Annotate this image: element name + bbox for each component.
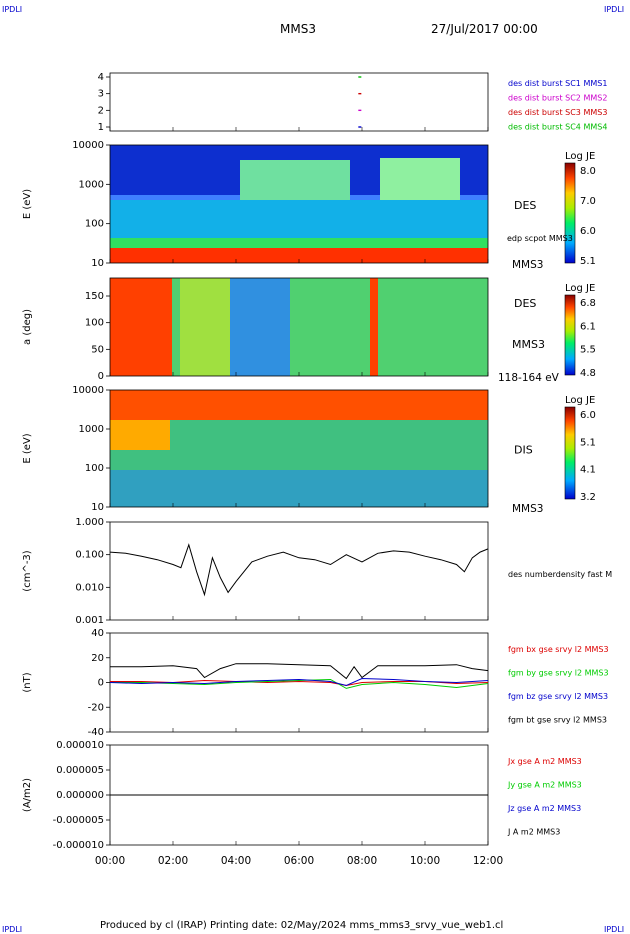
colorbar-tick-des-pitch: 6.8 — [580, 298, 596, 309]
colorbar-tick-des-energy: 5.1 — [580, 256, 596, 267]
y-tick-label-burst: 2 — [98, 105, 104, 116]
y-tick-label-current-density: 0.000000 — [56, 790, 104, 801]
y-axis-label-des-energy: E (eV) — [22, 189, 33, 219]
legend-density-0: des numberdensity fast M — [508, 570, 612, 579]
colorbar-tick-des-energy: 7.0 — [580, 196, 596, 207]
y-tick-label-dis-energy: 1000 — [79, 424, 104, 435]
plot-frame-density — [109, 521, 489, 621]
y-tick-label-des-energy: 10000 — [72, 140, 104, 151]
x-tick-label: 02:00 — [158, 855, 188, 867]
y-axis-label-density: (cm^-3) — [22, 550, 33, 591]
y-tick-label-des-pitch: 150 — [85, 291, 104, 302]
y-tick-label-des-pitch: 50 — [91, 344, 104, 355]
panel-label-dis-energy: DIS — [514, 444, 533, 457]
colorbar-tick-des-energy: 6.0 — [580, 226, 596, 237]
legend-current-density-0: Jx gse A m2 MMS3 — [507, 757, 582, 766]
y-tick-label-current-density: -0.000005 — [53, 815, 104, 826]
colorbar-tick-des-pitch: 4.8 — [580, 368, 596, 379]
plot-frame-burst — [109, 72, 489, 132]
scpot-label: edp scpot MMS3 — [507, 234, 573, 243]
legend-magnetic-field-1: fgm by gse srvy l2 MMS3 — [508, 669, 609, 678]
series-line-density-0 — [109, 543, 489, 597]
y-tick-label-current-density: 0.000005 — [56, 765, 104, 776]
colorbar-tick-des-energy: 8.0 — [580, 166, 596, 177]
series-line-magnetic-field-1 — [110, 678, 489, 689]
y-tick-label-density: 0.010 — [75, 582, 104, 593]
y-tick-label-density: 1.000 — [75, 517, 104, 528]
des-pitch-heatmap — [110, 278, 488, 376]
y-tick-label-magnetic-field: 40 — [91, 628, 104, 639]
panel-bottom-label-dis-energy: MMS3 — [512, 503, 543, 515]
legend-magnetic-field-0: fgm bx gse srvy l2 MMS3 — [508, 645, 609, 654]
y-tick-label-burst: 1 — [98, 122, 104, 133]
colorbar-title-des-energy: Log JE — [565, 151, 595, 162]
y-tick-label-density: 0.001 — [75, 615, 104, 626]
y-tick-label-magnetic-field: 20 — [91, 653, 104, 664]
y-tick-label-density: 0.100 — [75, 550, 104, 561]
colorbar-des — [564, 162, 576, 264]
y-tick-label-des-energy: 10 — [91, 258, 104, 269]
panel-bottom-label-des-pitch: 118-164 eV — [498, 372, 560, 384]
colorbar-tick-des-pitch: 6.1 — [580, 321, 596, 332]
y-tick-label-burst: 3 — [98, 89, 104, 100]
colorbar-tick-dis-energy: 5.1 — [580, 437, 596, 448]
bottom-right-tag: IPDLI — [604, 925, 624, 934]
y-tick-label-current-density: 0.000010 — [56, 740, 104, 751]
panel-bottom-label-des-energy: MMS3 — [512, 259, 543, 271]
y-tick-label-des-energy: 1000 — [79, 179, 104, 190]
series-line-magnetic-field-2 — [109, 677, 489, 687]
colorbar-tick-dis-energy: 4.1 — [580, 465, 596, 476]
legend-burst-2: des dist burst SC3 MMS3 — [508, 108, 607, 117]
des-energy-heatmap — [110, 145, 488, 263]
legend-magnetic-field-3: fgm bt gse srvy l2 MMS3 — [508, 716, 607, 725]
colorbar-title-des-pitch: Log JE — [565, 283, 595, 294]
colorbar-tick-des-pitch: 5.5 — [580, 345, 596, 356]
left-tag: IPDLI — [2, 5, 22, 14]
y-tick-label-des-pitch: 0 — [98, 371, 104, 382]
colorbar-pitch — [564, 294, 576, 376]
y-tick-label-dis-energy: 10 — [91, 502, 104, 513]
y-axis-label-des-pitch: a (deg) — [22, 309, 33, 345]
x-tick-label: 08:00 — [347, 855, 377, 867]
dis-energy-heatmap — [110, 390, 488, 507]
date-label: 27/Jul/2017 00:00 — [431, 22, 538, 36]
y-tick-label-current-density: -0.000010 — [53, 840, 104, 851]
y-tick-label-magnetic-field: -20 — [88, 702, 104, 713]
colorbar-tick-dis-energy: 3.2 — [580, 492, 596, 503]
legend-magnetic-field-2: fgm bz gse srvy l2 MMS3 — [508, 692, 608, 701]
legend-burst-3: des dist burst SC4 MMS4 — [508, 123, 607, 132]
page-title: MMS3 — [280, 22, 316, 36]
legend-current-density-1: Jy gse A m2 MMS3 — [507, 781, 582, 790]
y-axis-label-current-density: (A/m2) — [22, 778, 33, 812]
panel-label-des-pitch: DES — [514, 297, 536, 310]
y-tick-label-burst: 4 — [98, 72, 104, 83]
panel-sc-label-des-pitch: MMS3 — [512, 338, 545, 351]
y-tick-label-des-energy: 100 — [85, 219, 104, 230]
colorbar-title-dis-energy: Log JE — [565, 395, 595, 406]
y-tick-label-magnetic-field: -40 — [88, 727, 104, 738]
x-tick-label: 06:00 — [284, 855, 314, 867]
colorbar-tick-dis-energy: 6.0 — [580, 410, 596, 421]
panel-label-des-energy: DES — [514, 199, 536, 212]
y-axis-label-dis-energy: E (eV) — [22, 433, 33, 463]
legend-current-density-3: J A m2 MMS3 — [507, 828, 560, 837]
x-tick-label: 04:00 — [221, 855, 251, 867]
bottom-left-tag: IPDLI — [2, 925, 22, 934]
x-tick-label: 10:00 — [410, 855, 440, 867]
right-tag: IPDLI — [604, 5, 624, 14]
legend-burst-1: des dist burst SC2 MMS2 — [508, 94, 607, 103]
x-tick-label: 00:00 — [95, 855, 125, 867]
x-tick-label: 12:00 — [473, 855, 503, 867]
y-tick-label-dis-energy: 100 — [85, 463, 104, 474]
y-tick-label-magnetic-field: 0 — [98, 678, 104, 689]
colorbar-dis — [564, 406, 576, 500]
y-tick-label-dis-energy: 10000 — [72, 385, 104, 396]
series-line-magnetic-field-3 — [110, 663, 489, 680]
y-tick-label-des-pitch: 100 — [85, 318, 104, 329]
y-axis-label-magnetic-field: (nT) — [22, 672, 33, 692]
legend-current-density-2: Jz gse A m2 MMS3 — [507, 804, 581, 813]
legend-burst-0: des dist burst SC1 MMS1 — [508, 79, 607, 88]
footer-text: Produced by cl (IRAP) Printing date: 02/… — [100, 920, 503, 931]
